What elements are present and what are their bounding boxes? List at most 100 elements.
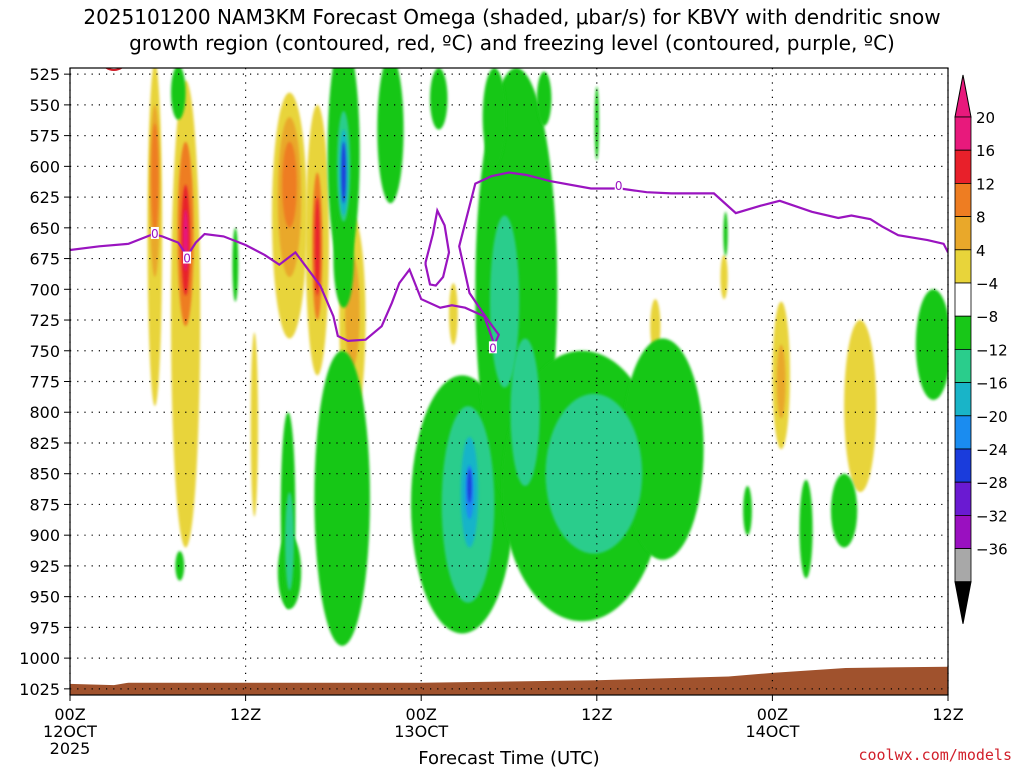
x-tick-label-24-1: 13OCT [394, 722, 448, 741]
colorbar-top-arrow [954, 74, 972, 118]
y-tick-label-600: 600 [29, 157, 60, 176]
freezing-label-bg-2 [488, 341, 497, 354]
credit-text: coolwx.com/models [858, 746, 1012, 764]
colorbar-swatch-3 [954, 216, 972, 251]
x-tick-label-12-0: 12Z [230, 705, 261, 724]
freezing-label-0: 0 [151, 227, 159, 241]
freezing-label-bg-1 [183, 251, 192, 264]
freezing-label-3: 0 [615, 179, 623, 193]
y-tick-label-875: 875 [29, 495, 60, 514]
x-tick-label-60-0: 12Z [932, 705, 963, 724]
colorbar-swatch-9 [954, 415, 972, 450]
y-tick-label-800: 800 [29, 403, 60, 422]
colorbar-label-12: −32 [976, 507, 1008, 525]
colorbar: 20 16 12 8 4 −4 −8 −12 −16 −20 −24 −28 −32 −36 [954, 74, 1008, 624]
y-tick-label-575: 575 [29, 127, 60, 146]
freezing-label-bg-3 [614, 179, 623, 192]
omega-region-50 [285, 492, 294, 591]
freezing-level-contour-loop [424, 207, 451, 287]
omega-region-44 [723, 211, 728, 257]
freezing-label-2: 0 [489, 341, 497, 355]
colorbar-swatch-5 [954, 282, 972, 317]
colorbar-label-9: −20 [976, 408, 1008, 426]
y-axis-ticks: 525 550 575 600 625 650 675 700 725 750 775 800 825 8… [19, 65, 70, 699]
x-tick-label-0-0: 00Z [54, 705, 85, 724]
x-tick-label-0-1: 12OCT [43, 722, 97, 741]
colorbar-swatch-7 [954, 348, 972, 383]
omega-region-36 [429, 68, 448, 130]
freezing-label-bg-0 [150, 226, 159, 239]
colorbar-swatch-13 [954, 548, 972, 583]
y-tick-label-950: 950 [29, 588, 60, 607]
omega-region-39 [743, 486, 752, 536]
omega-region-24 [232, 227, 239, 302]
y-tick-label-775: 775 [29, 373, 60, 392]
colorbar-swatch-0 [954, 116, 972, 151]
y-tick-label-825: 825 [29, 434, 60, 453]
colorbar-label-4: 4 [976, 242, 986, 260]
omega-region-16 [449, 283, 458, 345]
omega-region-23 [175, 551, 185, 581]
omega-region-30 [377, 68, 404, 204]
colorbar-label-11: −28 [976, 474, 1008, 492]
y-tick-label-625: 625 [29, 188, 60, 207]
y-tick-label-925: 925 [29, 557, 60, 576]
colorbar-label-13: −36 [976, 541, 1008, 559]
freezing-level-labels: 0 0 0 0 [150, 179, 623, 355]
colorbar-label-5: −4 [976, 275, 998, 293]
omega-region-47 [545, 393, 643, 554]
omega-region-42 [915, 289, 948, 400]
colorbar-label-8: −16 [976, 375, 1008, 393]
y-tick-label-550: 550 [29, 96, 60, 115]
omega-region-27 [314, 350, 370, 646]
colorbar-label-1: 16 [976, 142, 995, 160]
freezing-label-1: 0 [183, 252, 191, 266]
terrain-surface [70, 666, 948, 695]
colorbar-swatch-11 [954, 481, 972, 516]
colorbar-swatch-6 [954, 315, 972, 350]
y-tick-label-700: 700 [29, 280, 60, 299]
y-tick-label-1000: 1000 [19, 649, 60, 668]
omega-region-21 [776, 344, 786, 419]
omega-region-49 [510, 338, 540, 486]
y-tick-label-650: 650 [29, 219, 60, 238]
x-tick-label-48-0: 00Z [757, 705, 788, 724]
omega-region-13 [314, 197, 320, 296]
y-tick-label-525: 525 [29, 65, 60, 84]
colorbar-label-2: 12 [976, 175, 995, 193]
colorbar-label-7: −12 [976, 341, 1008, 359]
omega-region-38 [170, 68, 186, 120]
colorbar-swatch-8 [954, 382, 972, 417]
colorbar-label-0: 20 [976, 109, 995, 127]
omega-region-3 [151, 123, 159, 234]
omega-region-10 [282, 141, 297, 228]
omega-region-7 [250, 332, 259, 517]
chart-title-line-1: 2025101200 NAM3KM Forecast Omega (shaded… [83, 5, 940, 29]
colorbar-label-3: 8 [976, 209, 986, 227]
colorbar-swatch-10 [954, 448, 972, 483]
freezing-level-contour [70, 171, 948, 348]
omega-region-41 [830, 473, 858, 548]
dendritic-growth-contour [104, 68, 123, 71]
colorbar-swatch-4 [954, 249, 972, 284]
omega-region-37 [536, 71, 552, 126]
y-tick-label-900: 900 [29, 526, 60, 545]
colorbar-swatch-1 [954, 149, 972, 184]
omega-region-45 [489, 215, 520, 388]
omega-region-54 [467, 468, 472, 504]
y-tick-label-1025: 1025 [19, 680, 60, 699]
y-tick-label-675: 675 [29, 250, 60, 269]
omega-region-55 [341, 141, 346, 204]
chart-title-line-2: growth region (contoured, red, ºC) and f… [129, 31, 895, 55]
x-tick-label-24-0: 00Z [406, 705, 437, 724]
x-tick-label-36-0: 12Z [581, 705, 612, 724]
omega-region-40 [799, 479, 813, 579]
colorbar-swatch-2 [954, 182, 972, 217]
omega-region-19 [720, 254, 728, 300]
colorbar-label-6: −8 [976, 308, 998, 326]
colorbar-bottom-arrow [954, 581, 972, 624]
y-tick-label-750: 750 [29, 342, 60, 361]
y-tick-label-725: 725 [29, 311, 60, 330]
